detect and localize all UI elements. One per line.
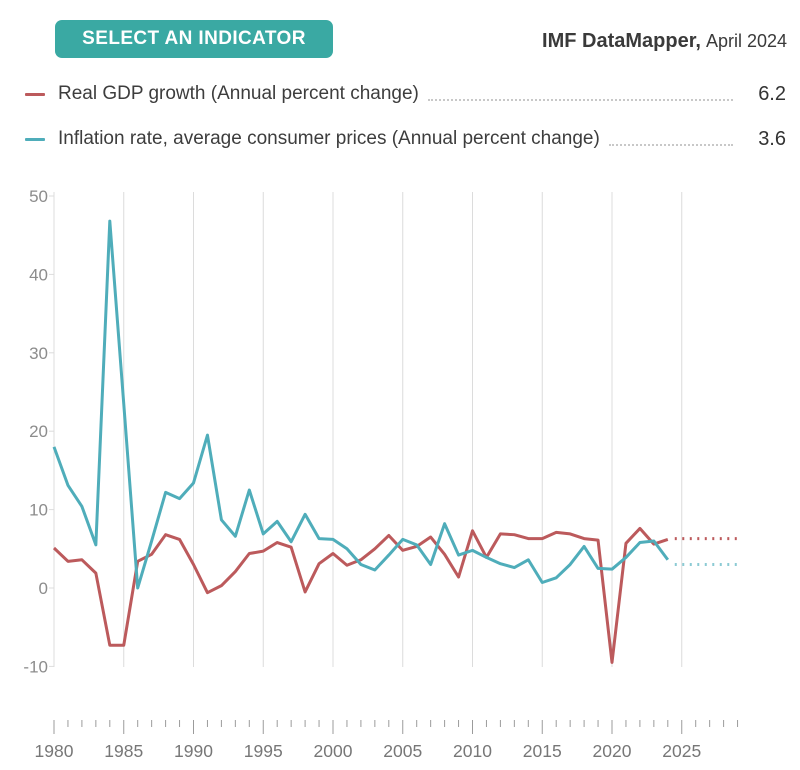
y-axis-label-30: 30 bbox=[29, 344, 48, 363]
y-axis-label--10: -10 bbox=[23, 657, 48, 676]
x-axis-label-2010: 2010 bbox=[453, 741, 492, 761]
gdp-latest-value: 6.2 bbox=[758, 82, 786, 105]
x-axis-label-1985: 1985 bbox=[104, 741, 143, 761]
gdp-line bbox=[52, 526, 669, 664]
y-axis-label-10: 10 bbox=[29, 501, 48, 520]
x-axis-label-1980: 1980 bbox=[35, 741, 74, 761]
dotted-leader bbox=[608, 132, 733, 146]
y-axis-label-20: 20 bbox=[29, 422, 48, 441]
x-axis-label-1990: 1990 bbox=[174, 741, 213, 761]
y-axis-label-50: 50 bbox=[29, 187, 48, 206]
x-axis-label-2020: 2020 bbox=[593, 741, 632, 761]
x-axis-label-2005: 2005 bbox=[383, 741, 422, 761]
x-axis-label-2000: 2000 bbox=[314, 741, 353, 761]
x-axis-label-2015: 2015 bbox=[523, 741, 562, 761]
legend: Real GDP growth (Annual percent change) … bbox=[25, 82, 786, 172]
inflation-latest-value: 3.6 bbox=[758, 127, 786, 150]
x-axis-label-2025: 2025 bbox=[662, 741, 701, 761]
select-indicator-button[interactable]: SELECT AN INDICATOR bbox=[55, 20, 333, 58]
dotted-leader bbox=[427, 87, 733, 101]
inflation-series-label: Inflation rate, average consumer prices … bbox=[58, 128, 600, 149]
y-axis-label-0: 0 bbox=[39, 579, 48, 598]
x-axis-label-1995: 1995 bbox=[244, 741, 283, 761]
brand-edition: April 2024 bbox=[705, 31, 787, 51]
legend-item-inflation[interactable]: Inflation rate, average consumer prices … bbox=[25, 127, 786, 151]
inflation-line bbox=[52, 219, 670, 590]
brand-title: IMF DataMapper, bbox=[542, 30, 701, 52]
gdp-series-label: Real GDP growth (Annual percent change) bbox=[58, 83, 419, 104]
inflation-series-swatch bbox=[25, 137, 45, 141]
gdp-series-swatch bbox=[25, 92, 45, 96]
y-axis-label-40: 40 bbox=[29, 265, 48, 284]
datamapper-brand: IMF DataMapper, April 2024 bbox=[542, 30, 787, 53]
legend-item-gdp[interactable]: Real GDP growth (Annual percent change) … bbox=[25, 82, 786, 106]
